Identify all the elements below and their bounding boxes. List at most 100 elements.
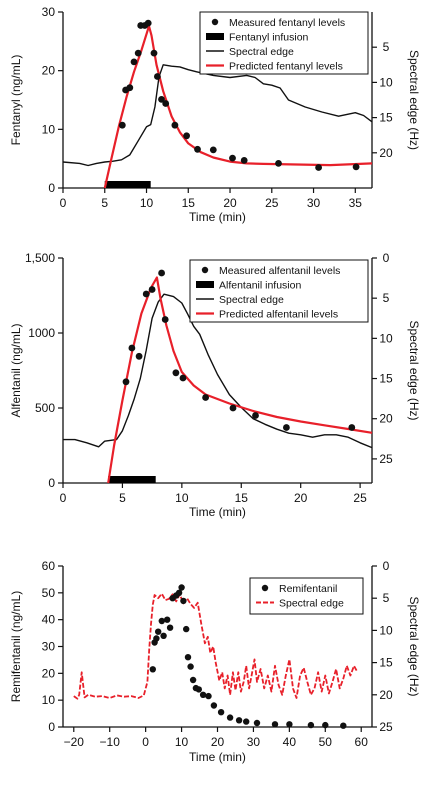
legend-label: Spectral edge <box>279 598 344 610</box>
measured-point <box>178 584 185 591</box>
y-tick-label: 0 <box>48 720 55 734</box>
measured-point <box>322 721 329 729</box>
x-axis-label: Time (min) <box>189 505 246 519</box>
legend-label: Fentanyl infusion <box>229 32 309 44</box>
measured-point <box>229 154 236 162</box>
measured-point <box>160 632 167 639</box>
measured-point <box>171 121 179 129</box>
legend-swatch-infusion <box>196 281 214 288</box>
measured-point <box>158 269 166 277</box>
x-tick-label: 10 <box>140 196 154 210</box>
y-axis-label: Fentanyl (ng/mL) <box>9 55 23 146</box>
measured-point <box>209 146 217 154</box>
y-tick-label: 0 <box>48 181 55 195</box>
measured-point <box>348 424 356 431</box>
x-tick-label: 10 <box>175 491 189 505</box>
measured-point <box>153 635 160 642</box>
legend: Measured fentanyl levels Fentanyl infusio… <box>199 11 369 75</box>
infusion-bar <box>108 476 156 483</box>
measured-point <box>148 286 156 293</box>
legend-swatch-infusion <box>206 33 224 40</box>
x-tick-label: 5 <box>119 491 126 505</box>
x-tick-label: 0 <box>142 735 149 749</box>
y-tick-label: 1,500 <box>25 251 55 265</box>
measured-point <box>154 73 161 80</box>
measured-point <box>286 721 293 728</box>
measured-point <box>253 719 261 727</box>
measured-point <box>271 721 279 728</box>
measured-point <box>202 394 210 401</box>
x-axis-label: Time (min) <box>189 210 246 224</box>
y2-tick-label: 5 <box>383 40 390 54</box>
x-tick-label: 20 <box>223 196 237 210</box>
measured-point <box>175 589 183 596</box>
y-tick-label: 10 <box>42 122 56 136</box>
measured-point <box>149 666 156 673</box>
x-axis-label: Time (min) <box>189 750 246 764</box>
y2-tick-label: 5 <box>383 591 390 605</box>
y-axis-label: Remifentanil (ng/mL) <box>9 591 23 702</box>
legend-swatch-measured <box>261 584 269 592</box>
measured-point <box>315 164 322 171</box>
legend-label: Remifentanil <box>279 583 337 595</box>
measured-point <box>235 717 243 724</box>
y-tick-label: 30 <box>42 640 56 654</box>
measured-point <box>179 374 187 382</box>
chart-panel-1: 0 5 10 15 20 25 30 35 0 10 20 30 5 10 15 20 Fentanyl (ng… <box>9 5 421 224</box>
x-tick-label: 10 <box>175 735 189 749</box>
measured-point <box>189 676 197 684</box>
x-tick-label: 20 <box>294 491 308 505</box>
legend-label: Spectral edge <box>229 46 294 58</box>
y-tick-label: 30 <box>42 5 56 19</box>
measured-point <box>217 709 225 716</box>
y2-axis-label: Spectral edge (Hz) <box>407 50 421 150</box>
y2-tick-label: 20 <box>379 688 393 702</box>
measured-point <box>199 691 207 698</box>
y-tick-label: 60 <box>42 559 56 573</box>
measured-point <box>144 19 152 27</box>
y2-tick-label: 15 <box>379 372 393 386</box>
measured-point <box>130 58 138 66</box>
measured-point <box>183 625 190 633</box>
legend-label: Predicted fentanyl levels <box>229 61 343 73</box>
y2-tick-label: 10 <box>379 623 393 637</box>
measured-point <box>229 404 237 412</box>
x-tick-label: 35 <box>349 196 363 210</box>
measured-point <box>183 132 191 140</box>
y2-tick-label: 20 <box>379 412 393 426</box>
x-tick-label: 15 <box>235 491 249 505</box>
legend-label: Measured fentanyl levels <box>229 17 345 29</box>
measured-point <box>184 654 192 661</box>
x-tick-label: 0 <box>60 491 67 505</box>
x-tick-label: 60 <box>355 735 369 749</box>
measured-point <box>352 163 360 171</box>
x-tick-label: 15 <box>182 196 196 210</box>
y-tick-label: 1000 <box>28 326 55 340</box>
measured-point <box>195 686 202 693</box>
measured-point <box>275 160 282 167</box>
measured-point <box>194 145 201 153</box>
x-tick-label: 0 <box>60 196 67 210</box>
y2-tick-label: 15 <box>379 656 393 670</box>
measured-point <box>283 424 290 431</box>
measured-point <box>122 378 130 386</box>
measured-point <box>164 616 171 623</box>
y2-tick-label: 20 <box>379 146 393 160</box>
measured-point <box>128 344 136 352</box>
spectral-edge-line <box>73 592 359 700</box>
x-tick-label: 30 <box>247 735 261 749</box>
measured-point <box>150 49 158 57</box>
y2-tick-label: 25 <box>379 452 393 466</box>
legend-box <box>189 259 369 323</box>
measured-point <box>172 369 180 377</box>
y2-axis-label: Spectral edge (Hz) <box>407 596 421 696</box>
y2-tick-label: 25 <box>379 720 393 734</box>
measured-point <box>158 617 165 625</box>
chart-panel-3: −20 −10 0 10 20 30 40 50 60 0 10 20 30 40 50 60 0 5 10 15 20… <box>9 559 421 764</box>
legend-label: Spectral edge <box>219 294 284 306</box>
y-tick-label: 500 <box>35 401 55 415</box>
measured-point <box>210 702 218 709</box>
y2-tick-label: 0 <box>383 251 390 265</box>
x-tick-label: 25 <box>353 491 367 505</box>
